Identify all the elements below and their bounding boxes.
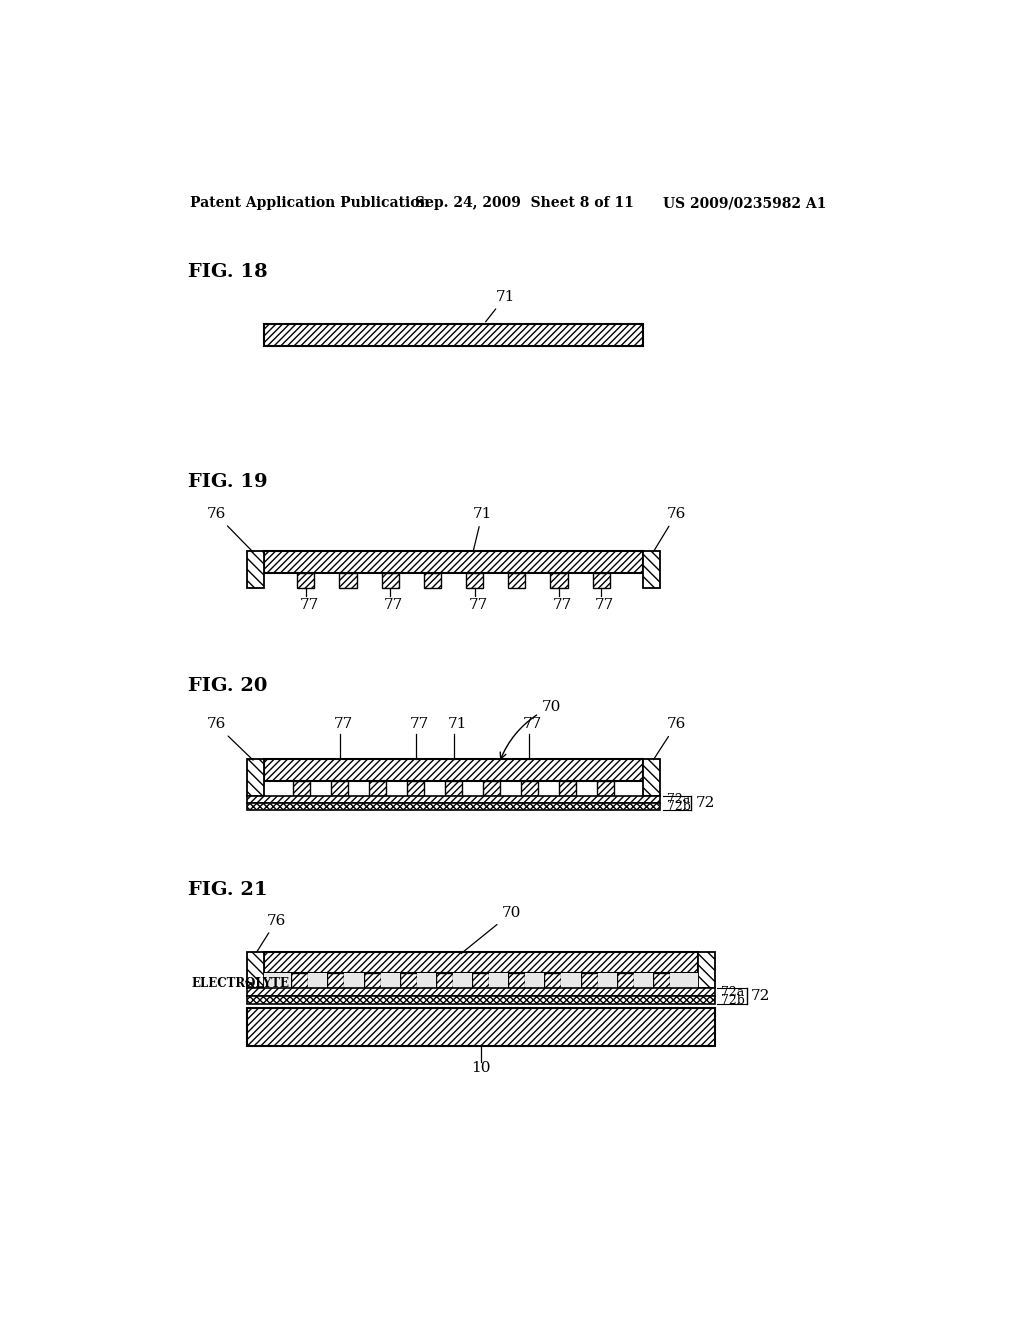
Bar [308, 973, 328, 989]
Bar [653, 973, 670, 989]
Bar [247, 803, 660, 809]
Bar [247, 552, 263, 589]
Bar [436, 973, 453, 989]
Text: 72: 72 [751, 989, 770, 1003]
Text: 71: 71 [485, 290, 515, 322]
Bar [545, 973, 561, 989]
Bar [525, 973, 545, 989]
Text: 76: 76 [653, 717, 686, 760]
Text: 76: 76 [257, 913, 286, 952]
Bar [369, 780, 386, 796]
Text: Sep. 24, 2009  Sheet 8 of 11: Sep. 24, 2009 Sheet 8 of 11 [415, 197, 634, 210]
Bar [328, 973, 344, 989]
Text: FIG. 21: FIG. 21 [188, 880, 268, 899]
Text: 77: 77 [595, 598, 614, 612]
Bar [417, 973, 436, 989]
Text: FIG. 20: FIG. 20 [188, 677, 268, 694]
Text: 77: 77 [384, 598, 403, 612]
Bar [489, 973, 508, 989]
Bar [247, 997, 715, 1003]
Text: 77: 77 [334, 717, 352, 731]
Bar [344, 973, 364, 989]
Text: 76: 76 [206, 717, 253, 760]
Bar [598, 973, 616, 989]
Text: 77: 77 [468, 598, 487, 612]
Bar [399, 973, 417, 989]
Text: 72b: 72b [721, 994, 744, 1007]
Bar [670, 973, 697, 989]
Bar [297, 573, 314, 589]
Bar [331, 780, 348, 796]
Bar [453, 973, 472, 989]
Text: 72a: 72a [667, 793, 690, 807]
Bar [521, 780, 538, 796]
Bar [643, 759, 660, 796]
Bar [263, 759, 643, 780]
Text: 77: 77 [300, 598, 318, 612]
Bar [291, 973, 308, 989]
Bar [472, 973, 489, 989]
Bar [247, 952, 263, 989]
Text: 77: 77 [553, 598, 572, 612]
Text: 77: 77 [523, 717, 543, 731]
Bar [634, 973, 653, 989]
Bar [551, 573, 567, 589]
Text: 70: 70 [461, 906, 521, 953]
Text: FIG. 18: FIG. 18 [188, 264, 268, 281]
Bar [483, 780, 500, 796]
Bar [263, 973, 291, 989]
Text: 72: 72 [695, 796, 715, 810]
Bar [340, 573, 356, 589]
Text: 10: 10 [471, 1061, 490, 1074]
Bar [597, 780, 614, 796]
Bar [643, 552, 660, 589]
Bar [247, 759, 263, 796]
Bar [263, 952, 697, 973]
Bar [381, 973, 399, 989]
Bar [424, 573, 441, 589]
Bar [364, 973, 381, 989]
Bar [382, 573, 398, 589]
Text: 72a: 72a [721, 986, 744, 999]
Text: 70: 70 [500, 700, 561, 759]
Bar [263, 323, 643, 346]
Text: 76: 76 [653, 507, 686, 552]
Text: 71: 71 [472, 507, 492, 552]
Bar [247, 1007, 715, 1047]
Bar [561, 973, 581, 989]
Text: US 2009/0235982 A1: US 2009/0235982 A1 [663, 197, 826, 210]
Bar [466, 573, 483, 589]
Text: Patent Application Publication: Patent Application Publication [190, 197, 430, 210]
Bar [616, 973, 634, 989]
Text: 71: 71 [447, 717, 467, 731]
Bar [293, 780, 310, 796]
Text: 77: 77 [410, 717, 429, 731]
Bar [247, 796, 660, 803]
Bar [247, 989, 715, 997]
Bar [508, 973, 525, 989]
Bar [697, 952, 715, 989]
Bar [581, 973, 598, 989]
Bar [445, 780, 462, 796]
Text: ELECTROLYTE: ELECTROLYTE [191, 977, 290, 990]
Bar [508, 573, 525, 589]
Bar [559, 780, 575, 796]
Text: 72b: 72b [667, 800, 690, 813]
Text: FIG. 19: FIG. 19 [188, 473, 268, 491]
Bar [593, 573, 609, 589]
Bar [263, 552, 643, 573]
Text: 76: 76 [206, 507, 253, 552]
Bar [407, 780, 424, 796]
